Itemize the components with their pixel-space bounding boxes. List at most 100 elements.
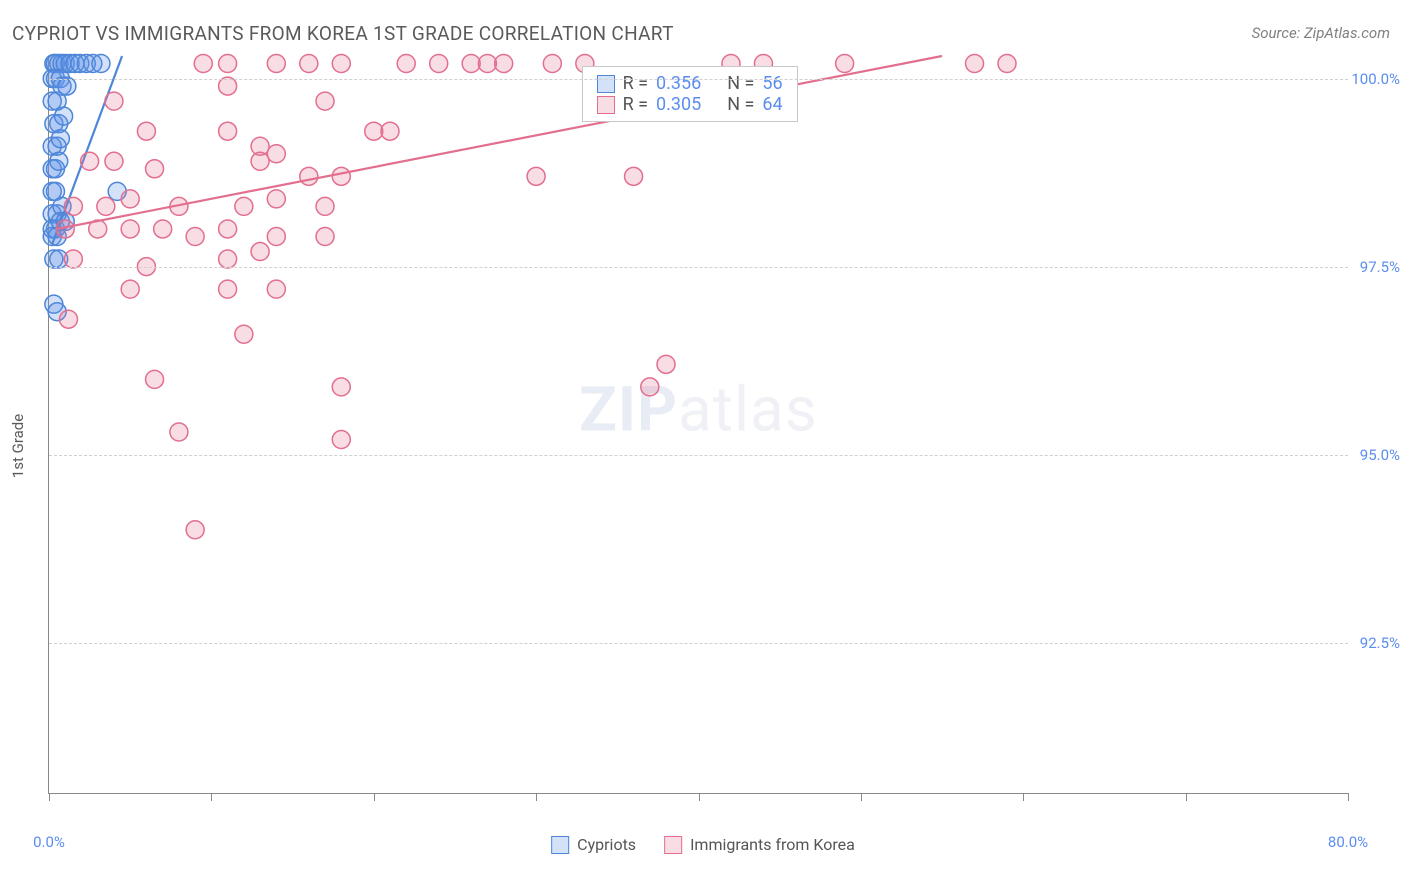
scatter-point <box>121 220 139 238</box>
scatter-point <box>316 227 334 245</box>
y-tick-label: 100.0% <box>1351 70 1400 88</box>
scatter-point <box>332 431 350 449</box>
scatter-point <box>966 55 984 73</box>
scatter-point <box>219 280 237 298</box>
legend-swatch <box>664 836 682 854</box>
scatter-point <box>267 55 285 73</box>
legend-swatch <box>597 96 615 114</box>
x-tick <box>699 793 700 801</box>
scatter-point <box>121 190 139 208</box>
legend-label: Immigrants from Korea <box>690 835 855 854</box>
scatter-point <box>121 280 139 298</box>
n-label: N = <box>727 73 754 94</box>
scatter-point <box>543 55 561 73</box>
x-tick-label: 80.0% <box>1328 833 1368 851</box>
r-label: R = <box>623 73 648 94</box>
scatter-point <box>55 107 73 125</box>
scatter-point <box>186 521 204 539</box>
scatter-point <box>146 370 164 388</box>
legend-swatch <box>597 75 615 93</box>
r-value: 0.356 <box>656 73 701 94</box>
scatter-point <box>194 55 212 73</box>
x-tick-label: 0.0% <box>33 833 65 851</box>
scatter-point <box>267 190 285 208</box>
gridline <box>49 643 1348 644</box>
gridline <box>49 267 1348 268</box>
legend-item: Cypriots <box>551 835 636 854</box>
legend-top-box: R = 0.356 N = 56 R = 0.305 N = 64 <box>582 66 798 122</box>
scatter-point <box>316 92 334 110</box>
scatter-point <box>381 122 399 140</box>
x-tick <box>374 793 375 801</box>
legend-stat-row: R = 0.305 N = 64 <box>597 94 783 115</box>
scatter-point <box>51 130 69 148</box>
x-tick <box>1023 793 1024 801</box>
scatter-point <box>332 167 350 185</box>
scatter-point <box>235 325 253 343</box>
source-label: Source: ZipAtlas.com <box>1252 24 1390 42</box>
gridline <box>49 79 1348 80</box>
r-value: 0.305 <box>656 94 701 115</box>
n-label: N = <box>727 94 754 115</box>
y-tick-label: 95.0% <box>1360 446 1400 464</box>
scatter-point <box>657 355 675 373</box>
scatter-point <box>50 152 68 170</box>
scatter-point <box>219 77 237 95</box>
scatter-point <box>267 227 285 245</box>
scatter-point <box>170 423 188 441</box>
scatter-point <box>495 55 513 73</box>
y-tick-label: 92.5% <box>1360 634 1400 652</box>
scatter-point <box>219 122 237 140</box>
x-tick <box>1348 793 1349 801</box>
x-tick <box>536 793 537 801</box>
scatter-point <box>316 197 334 215</box>
scatter-point <box>146 160 164 178</box>
scatter-point <box>97 197 115 215</box>
n-value: 64 <box>762 94 782 115</box>
scatter-point <box>998 55 1016 73</box>
scatter-point <box>625 167 643 185</box>
legend-bottom: Cypriots Immigrants from Korea <box>551 835 855 854</box>
scatter-point <box>105 92 123 110</box>
n-value: 56 <box>762 73 782 94</box>
scatter-point <box>219 220 237 238</box>
y-tick-label: 97.5% <box>1360 258 1400 276</box>
scatter-point <box>332 378 350 396</box>
scatter-point <box>81 152 99 170</box>
gridline <box>49 455 1348 456</box>
scatter-point <box>462 55 480 73</box>
scatter-point <box>219 55 237 73</box>
trend-line <box>57 56 942 229</box>
scatter-point <box>105 152 123 170</box>
scatter-point <box>251 243 269 261</box>
scatter-point <box>397 55 415 73</box>
scatter-svg <box>49 56 1348 793</box>
y-axis-label: 1st Grade <box>9 414 27 478</box>
scatter-point <box>64 197 82 215</box>
scatter-point <box>641 378 659 396</box>
chart-title: CYPRIOT VS IMMIGRANTS FROM KOREA 1ST GRA… <box>12 22 674 45</box>
scatter-point <box>154 220 172 238</box>
scatter-point <box>836 55 854 73</box>
scatter-point <box>478 55 496 73</box>
scatter-point <box>59 310 77 328</box>
plot-area: ZIPatlas R =0.356N =56R =0.305N =64 92.5… <box>48 56 1348 794</box>
x-tick <box>49 793 50 801</box>
scatter-point <box>300 167 318 185</box>
legend-item: Immigrants from Korea <box>664 835 855 854</box>
legend-swatch <box>551 836 569 854</box>
scatter-point <box>300 55 318 73</box>
x-tick <box>1186 793 1187 801</box>
scatter-point <box>527 167 545 185</box>
x-tick <box>211 793 212 801</box>
scatter-point <box>186 227 204 245</box>
scatter-point <box>219 250 237 268</box>
scatter-point <box>58 77 76 95</box>
scatter-point <box>430 55 448 73</box>
legend-stat-row: R = 0.356 N = 56 <box>597 73 783 94</box>
scatter-point <box>267 280 285 298</box>
r-label: R = <box>623 94 648 115</box>
scatter-point <box>137 122 155 140</box>
legend-label: Cypriots <box>577 835 636 854</box>
scatter-point <box>92 55 110 73</box>
